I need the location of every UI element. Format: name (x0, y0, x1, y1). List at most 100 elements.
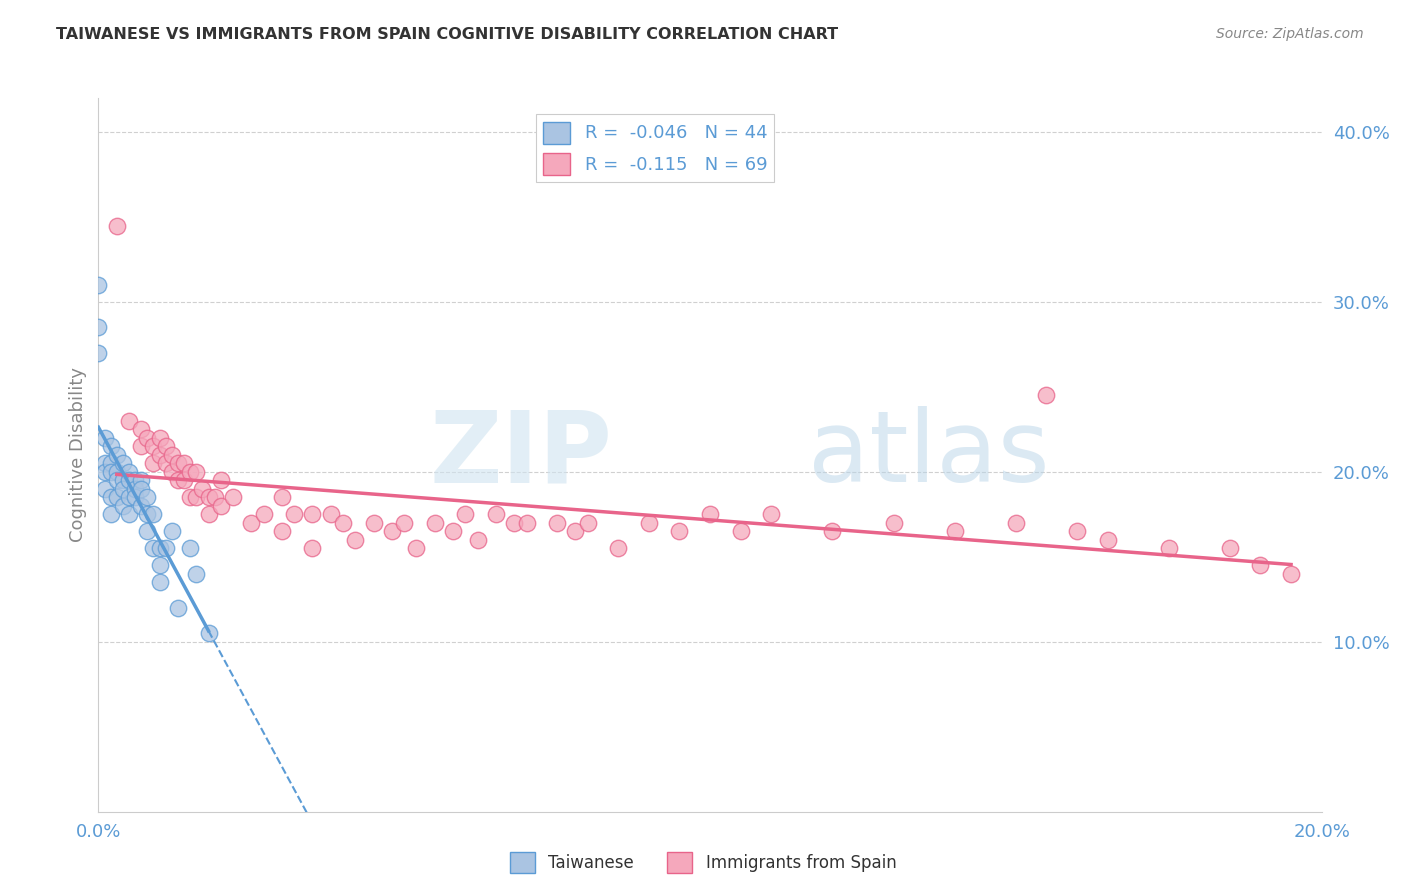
Point (405, 541, 427, 556)
Point (124, 474, 146, 488)
Point (167, 474, 190, 488)
Point (87, 278, 110, 293)
Point (1004, 516, 1026, 530)
Point (105, 491, 128, 505)
Point (149, 558, 172, 573)
Point (209, 499, 232, 513)
Text: TAIWANESE VS IMMIGRANTS FROM SPAIN COGNITIVE DISABILITY CORRELATION CHART: TAIWANESE VS IMMIGRANTS FROM SPAIN COGNI… (56, 27, 838, 42)
Point (111, 482, 134, 496)
Point (93, 457, 115, 471)
Point (149, 541, 172, 556)
Point (93, 465, 115, 479)
Point (129, 439, 152, 453)
Point (100, 508, 122, 522)
Point (111, 457, 134, 471)
Point (564, 524, 586, 539)
Point (124, 482, 146, 496)
Point (883, 516, 905, 530)
Point (1157, 541, 1180, 556)
Point (204, 491, 226, 505)
Point (301, 508, 323, 522)
Point (118, 508, 141, 522)
Point (142, 508, 165, 522)
Point (270, 491, 292, 505)
Text: ZIP: ZIP (429, 407, 612, 503)
Point (301, 541, 323, 556)
Point (179, 491, 201, 505)
Point (467, 533, 489, 547)
Point (111, 474, 134, 488)
Point (607, 541, 630, 556)
Point (160, 524, 183, 539)
Point (100, 439, 122, 453)
Point (423, 516, 446, 530)
Point (142, 541, 165, 556)
Point (136, 524, 159, 539)
Point (240, 516, 263, 530)
Point (186, 491, 208, 505)
Point (730, 524, 752, 539)
Point (118, 414, 141, 428)
Point (381, 524, 404, 539)
Point (111, 499, 134, 513)
Point (699, 508, 721, 522)
Point (1249, 558, 1271, 573)
Point (105, 448, 128, 462)
Point (186, 566, 208, 581)
Point (149, 431, 172, 445)
Text: Source: ZipAtlas.com: Source: ZipAtlas.com (1216, 27, 1364, 41)
Point (576, 516, 599, 530)
Point (1279, 566, 1302, 581)
Y-axis label: Cognitive Disability: Cognitive Disability (69, 368, 87, 542)
Point (93, 431, 115, 445)
Legend: Taiwanese, Immigrants from Spain: Taiwanese, Immigrants from Spain (503, 846, 903, 880)
Point (129, 474, 152, 488)
Legend: R =  -0.046   N = 44, R =  -0.115   N = 69: R = -0.046 N = 44, R = -0.115 N = 69 (536, 114, 775, 182)
Point (197, 626, 219, 640)
Point (222, 491, 245, 505)
Point (1097, 533, 1119, 547)
Point (93, 482, 115, 496)
Point (142, 457, 165, 471)
Point (100, 465, 122, 479)
Point (270, 524, 292, 539)
Point (454, 508, 477, 522)
Point (142, 439, 165, 453)
Point (179, 541, 201, 556)
Point (943, 524, 966, 539)
Point (136, 491, 159, 505)
Point (155, 439, 177, 453)
Point (821, 524, 844, 539)
Point (149, 448, 172, 462)
Point (179, 465, 201, 479)
Point (167, 600, 190, 615)
Point (197, 508, 219, 522)
Point (332, 516, 354, 530)
Point (105, 474, 128, 488)
Point (546, 516, 568, 530)
Point (155, 541, 177, 556)
Point (319, 508, 342, 522)
Point (136, 431, 159, 445)
Point (1035, 388, 1057, 402)
Point (209, 474, 232, 488)
Point (149, 575, 172, 590)
Point (87, 320, 110, 334)
Point (516, 516, 538, 530)
Point (1219, 541, 1241, 556)
Point (100, 457, 122, 471)
Point (485, 508, 508, 522)
Point (160, 465, 183, 479)
Point (136, 508, 159, 522)
Point (129, 499, 152, 513)
Point (118, 465, 141, 479)
Point (503, 516, 526, 530)
Point (344, 533, 367, 547)
Point (160, 448, 183, 462)
Point (173, 457, 195, 471)
Point (441, 524, 464, 539)
Point (129, 482, 152, 496)
Point (668, 524, 690, 539)
Point (191, 482, 214, 496)
Point (759, 508, 782, 522)
